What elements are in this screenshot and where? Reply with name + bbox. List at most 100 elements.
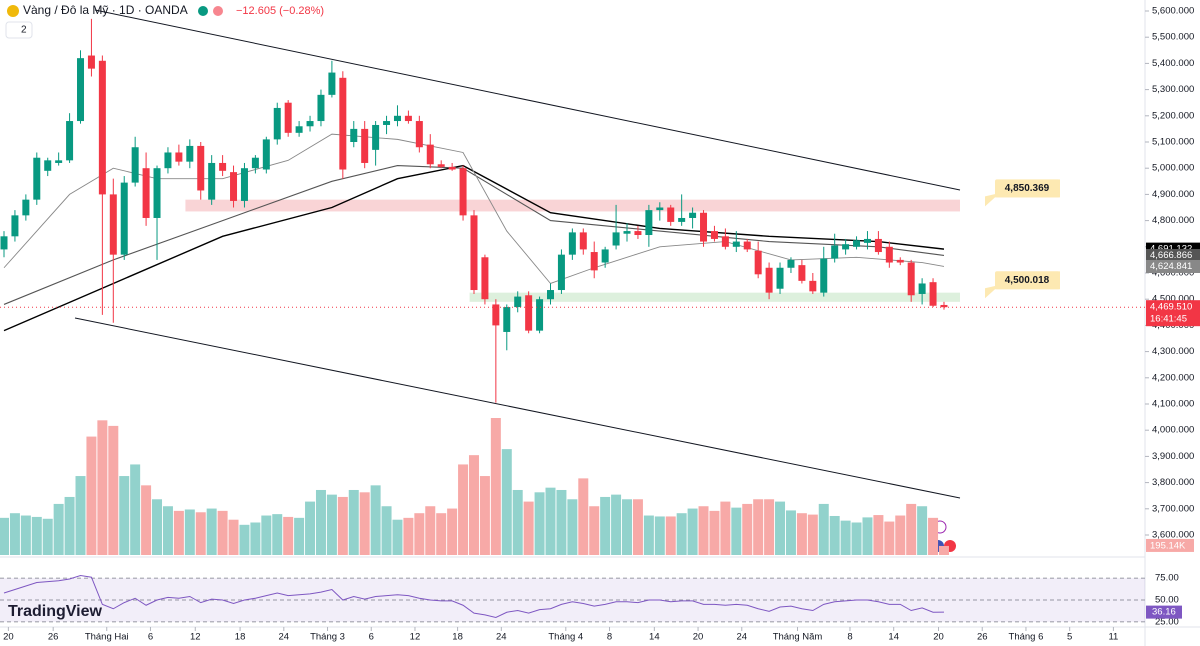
price-zone <box>469 292 960 302</box>
volume-bar <box>742 503 753 555</box>
volume-bar <box>807 514 818 555</box>
indicator-toggle[interactable] <box>5 21 33 39</box>
volume-bar <box>64 496 75 555</box>
candle-body <box>568 232 576 255</box>
market-status <box>198 6 208 16</box>
volume-bar <box>403 517 414 555</box>
price-tick-label: 4,200.000 <box>1152 372 1194 383</box>
price-change: −12.605 (−0.28%) <box>236 5 324 17</box>
candle-body <box>219 162 227 171</box>
channel-line-upper <box>94 9 961 191</box>
volume-bar <box>184 509 195 555</box>
candle-body <box>754 250 762 275</box>
volume-bar <box>556 489 567 555</box>
volume-bar <box>753 499 764 555</box>
time-tick-label: 8 <box>847 632 852 643</box>
candle-body <box>197 145 205 191</box>
volume-bar <box>294 517 305 555</box>
price-tick-label: 4,800.000 <box>1152 215 1194 226</box>
candle-body <box>765 267 773 293</box>
candle-body <box>656 207 664 211</box>
candle-body <box>284 102 292 133</box>
candle-body <box>55 160 63 163</box>
candle-body <box>328 72 336 95</box>
rsi-tag <box>1146 605 1182 619</box>
candle-body <box>492 304 500 326</box>
candle-body <box>820 258 828 293</box>
volume-bar <box>687 508 698 555</box>
volume-bar <box>785 510 796 555</box>
candle-body <box>525 295 533 331</box>
price-tick-label: 5,300.000 <box>1152 84 1194 95</box>
candle-body <box>481 257 489 300</box>
volume-bar <box>392 519 403 555</box>
candle-body <box>251 157 259 169</box>
volume-bar <box>589 506 600 555</box>
volume-bar <box>928 517 939 555</box>
volume-bar <box>381 506 392 555</box>
price-tick-label: 3,600.000 <box>1152 530 1194 541</box>
candle-body <box>514 296 522 308</box>
candle-body <box>208 162 216 200</box>
candle-body <box>339 77 347 170</box>
volume-bar <box>643 515 654 555</box>
candle-body <box>131 147 139 183</box>
candle-body <box>109 194 117 255</box>
candle-body <box>22 199 30 216</box>
price-tick-label: 5,100.000 <box>1152 137 1194 148</box>
candle-body <box>230 172 238 201</box>
candle-body <box>929 282 937 306</box>
time-tick-label: 24 <box>279 632 290 643</box>
time-tick-label: 26 <box>48 632 59 643</box>
volume-bar <box>326 494 337 555</box>
volume-bar <box>458 464 469 555</box>
time-tick-label: 20 <box>933 632 944 643</box>
volume-bar <box>305 501 316 555</box>
candle-body <box>142 168 150 218</box>
time-tick-label: Tháng 3 <box>310 632 345 643</box>
candle-body <box>940 304 948 308</box>
volume-bar <box>468 455 479 555</box>
candle-body <box>787 259 795 268</box>
price-tick-label: 4,600.000 <box>1152 268 1194 279</box>
brand-logo: TradingView <box>8 603 103 620</box>
volume-bar <box>523 501 534 555</box>
volume-bar <box>501 449 512 555</box>
volume-bar <box>479 476 490 555</box>
volume-bar <box>75 476 86 555</box>
volume-bar <box>9 513 20 555</box>
candle-body <box>350 128 358 142</box>
price-tick-label: 4,900.000 <box>1152 189 1194 200</box>
volume-bar <box>917 506 928 555</box>
candle-body <box>590 252 598 271</box>
volume-bar <box>447 508 458 555</box>
candle-body <box>667 207 675 222</box>
moving-average <box>3 133 945 285</box>
symbol-title[interactable]: Vàng / Đô la Mỹ · 1D · OANDA <box>23 3 188 17</box>
ma-price-tag <box>1146 259 1200 273</box>
time-tick-label: 5 <box>1067 632 1072 643</box>
volume-bar <box>414 513 425 555</box>
candle-body <box>459 168 467 216</box>
volume-bar <box>545 487 556 555</box>
candle-body <box>372 124 380 150</box>
volume-bar <box>152 499 163 555</box>
volume-bar <box>173 510 184 555</box>
alert-icon <box>213 6 223 16</box>
candle-body <box>601 249 609 263</box>
candle-body <box>175 152 183 162</box>
rsi-line <box>3 574 944 619</box>
candle-body <box>907 262 915 296</box>
price-tick-label: 4,300.000 <box>1152 346 1194 357</box>
volume-bar <box>239 524 250 555</box>
rsi-level-label: 25.00 <box>1155 616 1179 627</box>
price-tick-label: 5,200.000 <box>1152 110 1194 121</box>
candle-body <box>700 212 708 242</box>
indicator-count[interactable]: 2 <box>21 25 27 36</box>
candle-body <box>798 265 806 281</box>
candle-body <box>317 94 325 122</box>
last-price-label: 4,469.510 <box>1150 302 1192 313</box>
candle-body <box>273 107 281 140</box>
volume-bar <box>42 518 53 555</box>
volume-bar <box>348 489 359 555</box>
